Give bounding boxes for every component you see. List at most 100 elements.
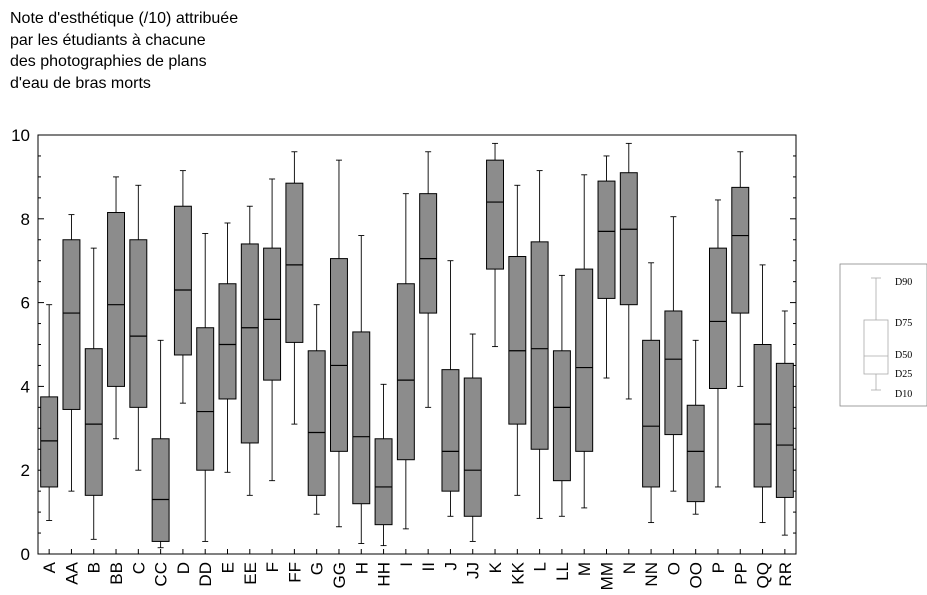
- x-tick-label-d: D: [174, 562, 193, 574]
- box-k: [486, 142, 505, 348]
- legend-label-d25: D25: [895, 369, 912, 380]
- x-tick-label-oo: OO: [687, 562, 706, 588]
- x-tick-label-g: G: [308, 562, 327, 575]
- box-n: [619, 142, 638, 400]
- box-qq: [753, 264, 772, 524]
- box-f: [263, 178, 282, 482]
- box-body: [508, 256, 527, 425]
- x-tick-label-j: J: [441, 562, 460, 571]
- x-tick-label-bb: BB: [107, 562, 126, 585]
- y-tick-label: 4: [21, 377, 30, 396]
- y-tick-label: 8: [21, 210, 30, 229]
- legend-box: [863, 319, 889, 375]
- box-d: [173, 170, 192, 404]
- box-m: [575, 174, 594, 509]
- box-body: [84, 348, 103, 496]
- box-o: [664, 216, 683, 492]
- box-body: [642, 339, 661, 488]
- y-tick-label: 10: [11, 126, 30, 145]
- box-body: [374, 438, 393, 526]
- x-tick-label-hh: HH: [375, 562, 394, 587]
- box-body: [307, 350, 326, 496]
- x-tick-label-gg: GG: [330, 562, 349, 588]
- x-tick-label-e: E: [219, 562, 238, 573]
- box-body: [129, 239, 148, 408]
- x-tick-label-pp: PP: [731, 562, 750, 585]
- y-tick-label: 6: [21, 294, 30, 313]
- box-body: [196, 327, 215, 471]
- x-tick-label-cc: CC: [152, 562, 171, 587]
- legend-label-d50: D50: [895, 350, 912, 361]
- box-body: [530, 241, 549, 450]
- box-h: [352, 235, 371, 544]
- box-hh: [374, 383, 393, 547]
- box-body: [263, 247, 282, 381]
- x-tick-label-n: N: [620, 562, 639, 574]
- box-body: [240, 243, 259, 444]
- box-body: [218, 283, 237, 400]
- box-cc: [151, 339, 170, 549]
- x-tick-label-h: H: [352, 562, 371, 574]
- x-tick-label-nn: NN: [642, 562, 661, 587]
- box-nn: [642, 262, 661, 524]
- x-tick-label-ll: LL: [553, 562, 572, 581]
- x-tick-label-ii: II: [419, 562, 438, 571]
- box-body: [686, 404, 705, 503]
- y-tick-label: 2: [21, 461, 30, 480]
- box-body: [708, 247, 727, 389]
- box-i: [396, 193, 415, 530]
- box-b: [84, 247, 103, 540]
- x-tick-label-l: L: [531, 562, 550, 571]
- box-body: [173, 205, 192, 356]
- box-body: [619, 172, 638, 306]
- box-body: [352, 331, 371, 505]
- x-tick-label-m: M: [575, 562, 594, 576]
- x-tick-label-aa: AA: [62, 561, 81, 584]
- x-tick-label-qq: QQ: [754, 562, 773, 588]
- x-tick-label-kk: KK: [508, 561, 527, 584]
- box-body: [107, 212, 126, 387]
- x-tick-label-jj: JJ: [464, 562, 483, 579]
- x-tick-label-c: C: [129, 562, 148, 574]
- box-body: [552, 350, 571, 482]
- box-oo: [686, 339, 705, 515]
- box-ll: [552, 274, 571, 517]
- box-a: [40, 304, 59, 521]
- box-body: [731, 186, 750, 314]
- box-l: [530, 170, 549, 519]
- box-body: [329, 258, 348, 452]
- x-tick-label-i: I: [397, 562, 416, 567]
- box-body: [40, 396, 59, 488]
- box-body: [151, 438, 170, 542]
- legend-label-d90: D90: [895, 277, 912, 288]
- box-ee: [240, 205, 259, 496]
- box-dd: [196, 233, 215, 542]
- x-tick-label-o: O: [664, 562, 683, 575]
- box-kk: [508, 184, 527, 496]
- box-g: [307, 304, 326, 515]
- x-tick-label-f: F: [263, 562, 282, 572]
- x-tick-label-k: K: [486, 561, 505, 573]
- box-body: [285, 182, 304, 343]
- box-body: [597, 180, 616, 299]
- x-tick-label-rr: RR: [776, 562, 795, 587]
- x-tick-label-ff: FF: [285, 562, 304, 583]
- box-body: [396, 283, 415, 461]
- box-ii: [419, 151, 438, 408]
- chart-title: Note d'esthétique (/10) attribuée par le…: [10, 10, 239, 92]
- box-body: [486, 159, 505, 270]
- box-body: [463, 377, 482, 517]
- legend-label-d10: D10: [895, 389, 912, 400]
- box-body: [664, 310, 683, 436]
- box-body: [62, 239, 81, 410]
- box-body: [441, 369, 460, 492]
- boxes-layer: [40, 142, 794, 549]
- x-tick-label-p: P: [709, 562, 728, 573]
- x-axis-labels: A AA B BB C CC D DD E EE F FF G GG H HH I II J JJ K KK L LL M MM N…: [40, 549, 795, 590]
- box-body: [575, 268, 594, 452]
- x-tick-label-ee: EE: [241, 562, 260, 585]
- box-e: [218, 222, 237, 473]
- box-gg: [329, 159, 348, 528]
- x-tick-label-a: A: [40, 561, 59, 573]
